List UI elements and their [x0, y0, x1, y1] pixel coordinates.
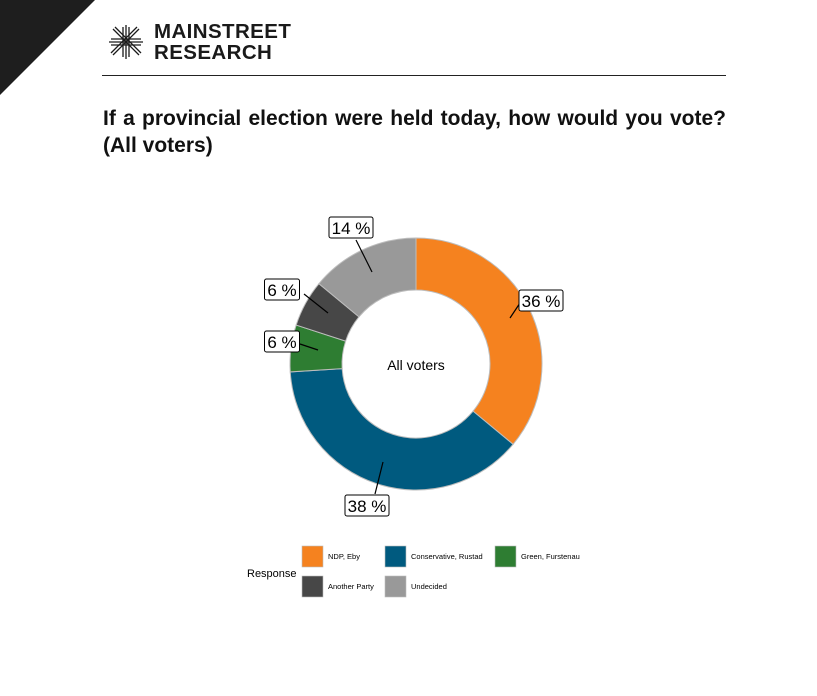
slice-conservative-rustad: [289, 368, 514, 491]
legend-label: NDP, Eby: [328, 552, 360, 561]
slice-labels: 36 % 38 % 6 % 6 % 14 %: [264, 216, 564, 517]
label-box: [264, 330, 300, 353]
legend-swatch: [301, 575, 324, 598]
legend-swatch: [384, 575, 407, 598]
legend-swatch: [301, 545, 324, 568]
question-title: If a provincial election were held today…: [103, 107, 726, 157]
slice-value-label: 6 %: [267, 281, 296, 300]
label-leader-line: [303, 293, 329, 314]
brand-wordmark: MAINSTREET RESEARCH: [154, 21, 291, 63]
legend-label: Undecided: [411, 582, 447, 591]
label-leader-line: [509, 302, 521, 319]
legend: Response NDP, Eby Conservative, Rustad Gre…: [247, 545, 580, 598]
label-leader-line: [355, 239, 373, 273]
label-leader-line: [374, 461, 384, 495]
legend-label: Another Party: [328, 582, 374, 591]
header-divider: [102, 75, 726, 76]
slice-undecided: [318, 237, 417, 318]
label-leader-line: [299, 343, 319, 351]
label-box: [328, 216, 374, 239]
slice-value-label: 6 %: [267, 333, 296, 352]
legend-label: Green, Furstenau: [521, 552, 580, 561]
slice-ndp-eby: [415, 237, 543, 446]
label-box: [344, 494, 390, 517]
donut-center-label: All voters: [387, 357, 445, 373]
brand-asterisk-icon: [109, 25, 143, 59]
slice-value-label: 14 %: [332, 219, 371, 238]
slice-value-label: 36 %: [522, 292, 561, 311]
legend-label: Conservative, Rustad: [411, 552, 483, 561]
brand-line2: RESEARCH: [154, 41, 273, 64]
label-box: [264, 278, 300, 301]
slice-value-label: 38 %: [348, 497, 387, 516]
legend-swatch: [494, 545, 517, 568]
legend-swatch: [384, 545, 407, 568]
brand-logo: MAINSTREET RESEARCH: [106, 20, 291, 64]
label-box: [518, 289, 564, 312]
brand-line1: MAINSTREET: [154, 20, 292, 43]
corner-decoration: [0, 0, 95, 95]
legend-title: Response: [247, 568, 297, 580]
